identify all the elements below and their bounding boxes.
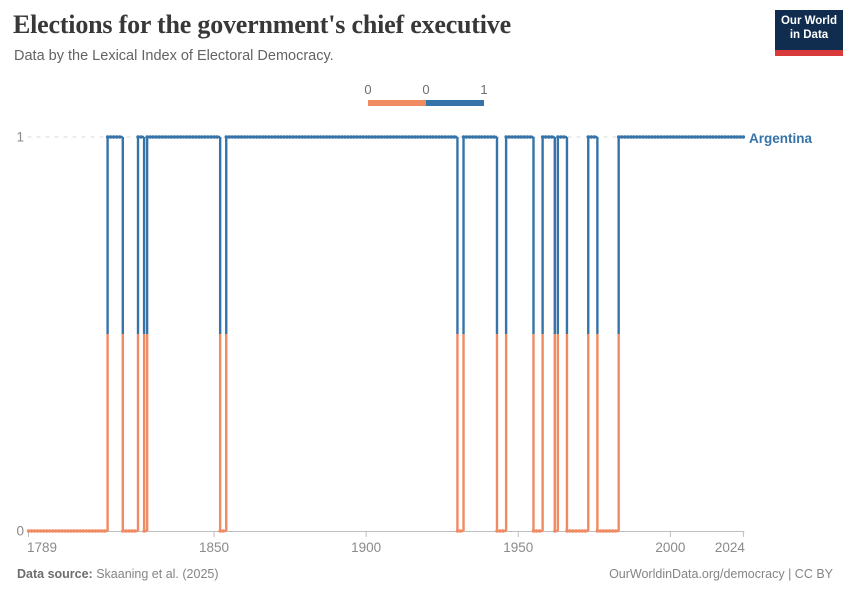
x-tick-label: 2000	[655, 540, 685, 555]
x-tick-label: 1950	[503, 540, 533, 555]
owid-logo-line2: in Data	[789, 29, 829, 41]
page-title: Elections for the government's chief exe…	[13, 10, 511, 39]
x-tick-label: 2024	[715, 540, 746, 555]
data-source-note: Data source: Skaaning et al. (2025)	[17, 567, 219, 581]
x-tick-label: 1789	[27, 540, 57, 555]
owid-logo[interactable]: Our World in Data	[775, 10, 843, 56]
y-tick-label: 0	[16, 524, 24, 539]
legend-tick-1: 1	[480, 82, 488, 97]
x-tick-label: 1900	[351, 540, 381, 555]
chart-footer: Data source: Skaaning et al. (2025) OurW…	[0, 567, 850, 589]
chart-subtitle: Data by the Lexical Index of Electoral D…	[14, 48, 334, 64]
legend-bin-1[interactable]	[426, 100, 484, 106]
data-source-value: Skaaning et al. (2025)	[92, 567, 219, 581]
legend-bin-0[interactable]	[368, 100, 426, 106]
y-axis-labels: 10	[16, 130, 24, 539]
owid-url-note[interactable]: OurWorldinData.org/democracy | CC BY	[609, 567, 833, 581]
y-tick-label: 1	[16, 130, 24, 145]
x-tick-label: 1850	[199, 540, 229, 555]
series-argentina-line[interactable]	[26, 135, 746, 533]
data-source-label: Data source:	[17, 567, 93, 581]
legend-tick-0b: 0	[422, 82, 430, 97]
x-axis-ticks: 1789 1850 1900 1950 2000 2024	[27, 532, 745, 555]
owid-logo-line1: Our World	[780, 15, 837, 27]
legend-tick-0a: 0	[364, 82, 372, 97]
color-scale-legend: 0 0 1	[364, 82, 488, 108]
series-label-argentina[interactable]: Argentina	[749, 131, 813, 146]
